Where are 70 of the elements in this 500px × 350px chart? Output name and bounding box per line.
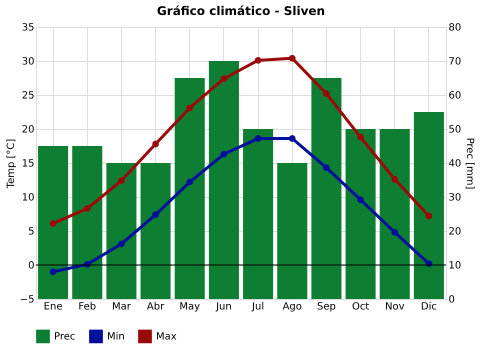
y2-tick-label: 80 — [448, 22, 462, 34]
bar — [208, 61, 239, 299]
x-tick-label: Ago — [282, 302, 302, 312]
point — [186, 178, 194, 186]
point — [50, 220, 56, 227]
chart-title: Gráfico climático - Sliven — [156, 4, 326, 18]
point — [323, 164, 330, 172]
y-tick-label: 10 — [22, 192, 34, 204]
x-tick-label: Mar — [112, 302, 132, 312]
point — [152, 140, 159, 148]
point — [426, 212, 432, 220]
y-tick-label: 15 — [22, 158, 34, 170]
y-tick-label: 0 — [28, 260, 34, 272]
bar — [346, 129, 376, 299]
y-tick-label: −5 — [20, 294, 34, 306]
y2-axis-title: Prec [mm] — [464, 138, 476, 190]
x-tick-label: Oct — [352, 302, 370, 312]
point — [391, 229, 398, 236]
x-tick-label: Feb — [78, 302, 96, 312]
point — [391, 176, 398, 183]
point — [118, 177, 125, 184]
point — [288, 135, 296, 142]
x-tick-label: Abr — [146, 302, 166, 312]
bar — [414, 112, 444, 299]
x-tick-label: Ene — [44, 302, 62, 312]
y-tick-label: 25 — [22, 90, 34, 102]
y2-tick-label: 30 — [448, 192, 462, 204]
bar — [243, 129, 274, 299]
y-tick-label: 30 — [22, 56, 34, 68]
legend-label: Max — [156, 331, 177, 342]
point — [288, 54, 296, 62]
point — [152, 211, 159, 218]
bar — [72, 146, 102, 299]
point — [50, 268, 56, 276]
point — [357, 134, 364, 141]
x-tick-label: Jul — [251, 302, 264, 312]
y2-tick-label: 40 — [448, 158, 462, 170]
y-axis-title: Temp [°C] — [6, 138, 17, 190]
bar — [106, 163, 136, 299]
y2-tick-label: 0 — [448, 294, 455, 306]
point — [254, 56, 262, 64]
y2-tick-label: 50 — [448, 124, 462, 136]
point — [254, 135, 262, 142]
y-tick-label: 5 — [28, 226, 34, 238]
y-tick-label: 20 — [22, 124, 34, 136]
bar — [380, 129, 410, 299]
point — [220, 150, 228, 158]
bar — [174, 78, 205, 299]
y-tick-label: 35 — [22, 22, 34, 34]
y2-tick-label: 20 — [448, 226, 462, 238]
point — [357, 196, 364, 204]
legend-label: Prec — [54, 331, 76, 342]
x-tick-label: Sep — [316, 302, 336, 312]
x-tick-label: Nov — [384, 302, 405, 312]
x-tick-label: Jun — [215, 302, 232, 312]
bar — [38, 146, 68, 299]
point — [186, 104, 194, 112]
bar — [140, 163, 171, 299]
bar — [311, 78, 342, 299]
bar — [277, 163, 308, 299]
y2-tick-label: 10 — [448, 260, 462, 272]
legend-label: Min — [107, 331, 125, 342]
point — [84, 205, 91, 212]
x-tick-label: Dic — [420, 302, 437, 312]
point — [220, 75, 228, 82]
y2-tick-label: 70 — [448, 56, 462, 68]
point — [118, 240, 125, 248]
y2-tick-label: 60 — [448, 90, 462, 102]
x-tick-label: May — [179, 302, 200, 312]
point — [323, 90, 330, 97]
